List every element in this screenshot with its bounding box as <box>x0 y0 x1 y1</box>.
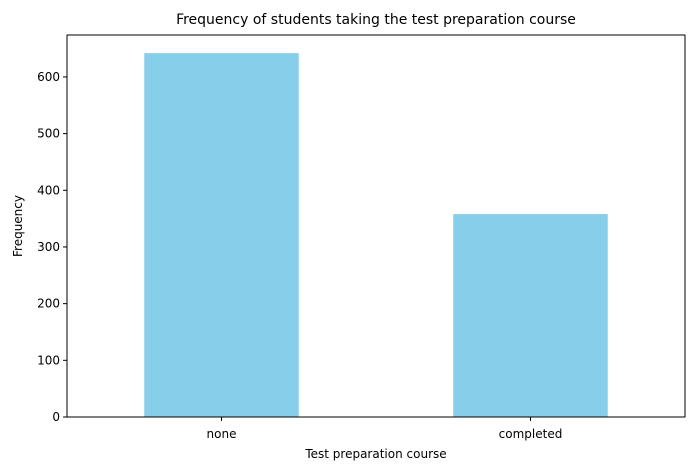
y-axis-label: Frequency <box>11 195 25 257</box>
bar-completed <box>453 214 608 417</box>
chart-title: Frequency of students taking the test pr… <box>176 12 576 28</box>
plot-frame <box>66 34 686 418</box>
y-tick-label: 500 <box>37 127 60 141</box>
axes-layer <box>66 34 686 418</box>
bar-none <box>144 53 299 417</box>
x-axis-label: Test preparation course <box>304 447 446 461</box>
y-tick-label: 300 <box>37 240 60 254</box>
y-tick-label: 100 <box>37 353 60 367</box>
x-tick-label: none <box>207 427 237 441</box>
y-tick-label: 600 <box>37 70 60 84</box>
x-tick-label: completed <box>499 427 563 441</box>
ticks-layer: none completed 0 100 200 300 400 500 600 <box>37 70 562 441</box>
bars-layer <box>144 53 608 417</box>
y-tick-label: 400 <box>37 183 60 197</box>
y-tick-label: 0 <box>52 410 60 424</box>
y-tick-label: 200 <box>37 297 60 311</box>
